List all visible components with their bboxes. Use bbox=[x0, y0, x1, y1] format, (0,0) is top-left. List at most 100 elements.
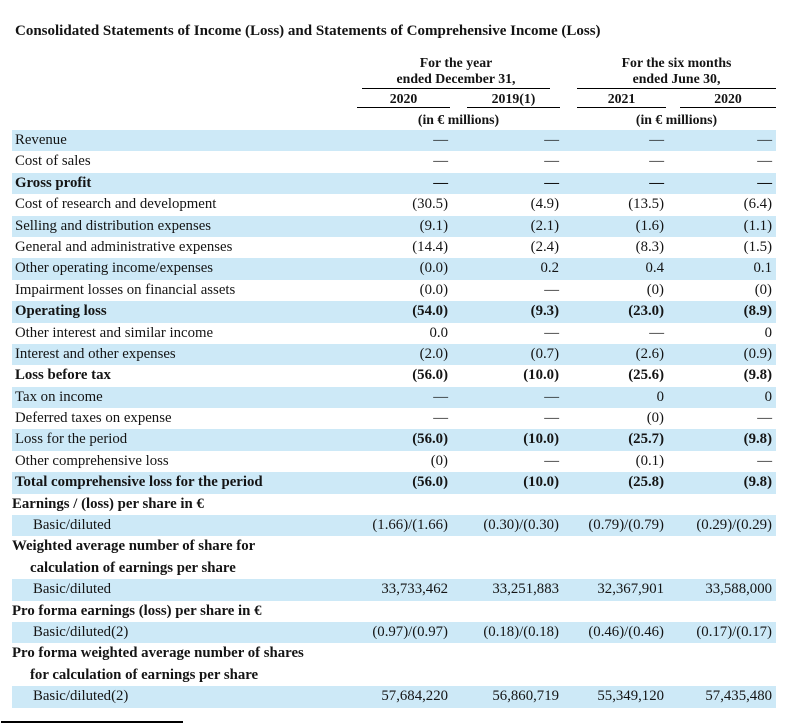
cell-value: (25.6) bbox=[628, 367, 664, 384]
cell-value: (10.0) bbox=[523, 431, 559, 448]
cell-value: 57,684,220 bbox=[381, 688, 448, 705]
cell-value: (0.18)/(0.18) bbox=[483, 624, 559, 640]
cell-value: (0.29)/(0.29) bbox=[696, 517, 772, 534]
col-group-year-line1: For the year bbox=[419, 55, 493, 70]
unit-label-six-months: (in € millions) bbox=[635, 112, 718, 127]
row-label: Total comprehensive loss for the period bbox=[12, 472, 357, 493]
cell-value: (56.0) bbox=[412, 474, 448, 491]
cell-value: (0.1) bbox=[635, 452, 664, 469]
row-label: Revenue bbox=[12, 130, 357, 151]
cell-value bbox=[666, 494, 776, 515]
col-header-2019-fy: 2019(1) bbox=[467, 89, 560, 108]
row-label-line1: Pro forma weighted average number of sha… bbox=[12, 645, 304, 662]
cell-value: — bbox=[544, 388, 559, 405]
row-label: Deferred taxes on expense bbox=[12, 408, 357, 429]
cell-value: 0 bbox=[656, 388, 664, 405]
income-statement-table: For the year ended December 31, For the … bbox=[12, 55, 776, 708]
cell-value bbox=[450, 601, 560, 622]
row-label: Selling and distribution expenses bbox=[12, 216, 357, 237]
table-row: Selling and distribution expenses (9.1) (2… bbox=[12, 215, 776, 237]
cell-value: — bbox=[757, 410, 772, 427]
cell-value: 0 bbox=[764, 388, 772, 405]
cell-value: (2.4) bbox=[530, 238, 559, 255]
row-label-line1: Impairment losses on financial assets bbox=[15, 281, 236, 298]
cell-value: (0.97)/(0.97) bbox=[372, 624, 448, 640]
cell-value: (0.17)/(0.17) bbox=[696, 624, 772, 640]
row-label-line1: Earnings / (loss) per share in € bbox=[12, 495, 204, 512]
cell-value: — bbox=[544, 410, 559, 427]
cell-value bbox=[560, 494, 666, 515]
col-header-2020-fy: 2020 bbox=[357, 89, 450, 108]
cell-value: — bbox=[649, 153, 664, 170]
table-row: Operating loss (54.0) (9.3) (23.0) (8.9) bbox=[12, 301, 776, 323]
cell-value: (25.7) bbox=[628, 431, 664, 448]
cell-value: (54.0) bbox=[412, 303, 448, 320]
footnote-rule bbox=[1, 720, 183, 723]
col-header-2020-6m: 2020 bbox=[680, 89, 776, 108]
cell-value bbox=[450, 494, 560, 515]
row-label-line1: Basic/diluted(2) bbox=[33, 688, 129, 705]
row-label: Impairment losses on financial assets bbox=[12, 280, 357, 301]
cell-value bbox=[357, 601, 450, 622]
cell-value: — bbox=[433, 153, 448, 170]
row-label-line1: General and administrative expenses bbox=[15, 238, 233, 255]
row-label: Gross profit bbox=[12, 173, 357, 194]
table-row: Total comprehensive loss for the period (… bbox=[12, 472, 776, 494]
cell-value: 33,733,462 bbox=[381, 581, 448, 598]
cell-value: 0.2 bbox=[540, 260, 560, 277]
header-year-row: 2020 2019(1) 2021 2020 bbox=[12, 89, 776, 108]
row-label: Interest and other expenses bbox=[12, 344, 357, 365]
row-label: Cost of sales bbox=[12, 151, 357, 172]
cell-value: (0.0) bbox=[419, 260, 448, 277]
row-label: Loss before tax bbox=[12, 365, 357, 386]
cell-value: — bbox=[757, 132, 772, 148]
cell-value: (0.0) bbox=[419, 281, 448, 298]
cell-value bbox=[666, 643, 776, 686]
page-title: Consolidated Statements of Income (Loss)… bbox=[15, 23, 601, 39]
cell-value: — bbox=[757, 174, 772, 191]
cell-value: (13.5) bbox=[628, 196, 664, 213]
cell-value bbox=[560, 536, 666, 579]
row-label: Basic/diluted bbox=[12, 579, 357, 600]
cell-value: (0) bbox=[646, 410, 664, 427]
cell-value: (9.8) bbox=[743, 367, 772, 384]
table-row: Weighted average number of share for calc… bbox=[12, 536, 776, 579]
cell-value: (8.9) bbox=[743, 303, 772, 320]
cell-value: (2.6) bbox=[635, 345, 664, 362]
cell-value: — bbox=[433, 388, 448, 405]
unit-label-year: (in € millions) bbox=[417, 112, 500, 127]
cell-value: (1.5) bbox=[743, 238, 772, 255]
cell-value: (6.4) bbox=[743, 196, 772, 213]
cell-value: (8.3) bbox=[635, 238, 664, 255]
cell-value: — bbox=[433, 410, 448, 427]
cell-value: (1.1) bbox=[743, 217, 772, 234]
cell-value: — bbox=[544, 281, 559, 298]
table-header: For the year ended December 31, For the … bbox=[12, 55, 776, 130]
cell-value: (0.9) bbox=[743, 345, 772, 362]
table-row: Pro forma earnings (loss) per share in € bbox=[12, 601, 776, 622]
row-label: Loss for the period bbox=[12, 429, 357, 450]
row-label: Operating loss bbox=[12, 301, 357, 322]
row-label: Cost of research and development bbox=[12, 194, 357, 215]
row-label-line1: Loss before tax bbox=[15, 367, 111, 384]
table-row: Basic/diluted(2) (0.97)/(0.97) (0.18)/(0.1… bbox=[12, 622, 776, 644]
cell-value: (0.7) bbox=[530, 345, 559, 362]
table-row: Interest and other expenses (2.0) (0.7) (2.… bbox=[12, 343, 776, 366]
table-row: Pro forma weighted average number of sha… bbox=[12, 643, 776, 686]
col-group-year: For the year ended December 31, bbox=[362, 55, 550, 89]
row-label-line1: Other interest and similar income bbox=[15, 324, 214, 341]
cell-value: 32,367,901 bbox=[597, 581, 664, 598]
row-label-line1: Weighted average number of share for bbox=[12, 538, 256, 555]
table-row: Gross profit — — — — bbox=[12, 172, 776, 195]
row-label-line1: Other comprehensive loss bbox=[15, 452, 169, 469]
cell-value: — bbox=[544, 452, 559, 469]
row-label: Other comprehensive loss bbox=[12, 451, 357, 472]
row-label-line1: Basic/diluted bbox=[33, 517, 112, 534]
row-label-line1: Deferred taxes on expense bbox=[15, 410, 172, 427]
table-row: Other comprehensive loss (0) — (0.1) — bbox=[12, 451, 776, 472]
cell-value: (2.0) bbox=[419, 345, 448, 362]
row-label-line1: Basic/diluted bbox=[33, 581, 112, 598]
cell-value: (1.6) bbox=[635, 217, 664, 234]
cell-value bbox=[357, 494, 450, 515]
cell-value: — bbox=[757, 452, 772, 469]
